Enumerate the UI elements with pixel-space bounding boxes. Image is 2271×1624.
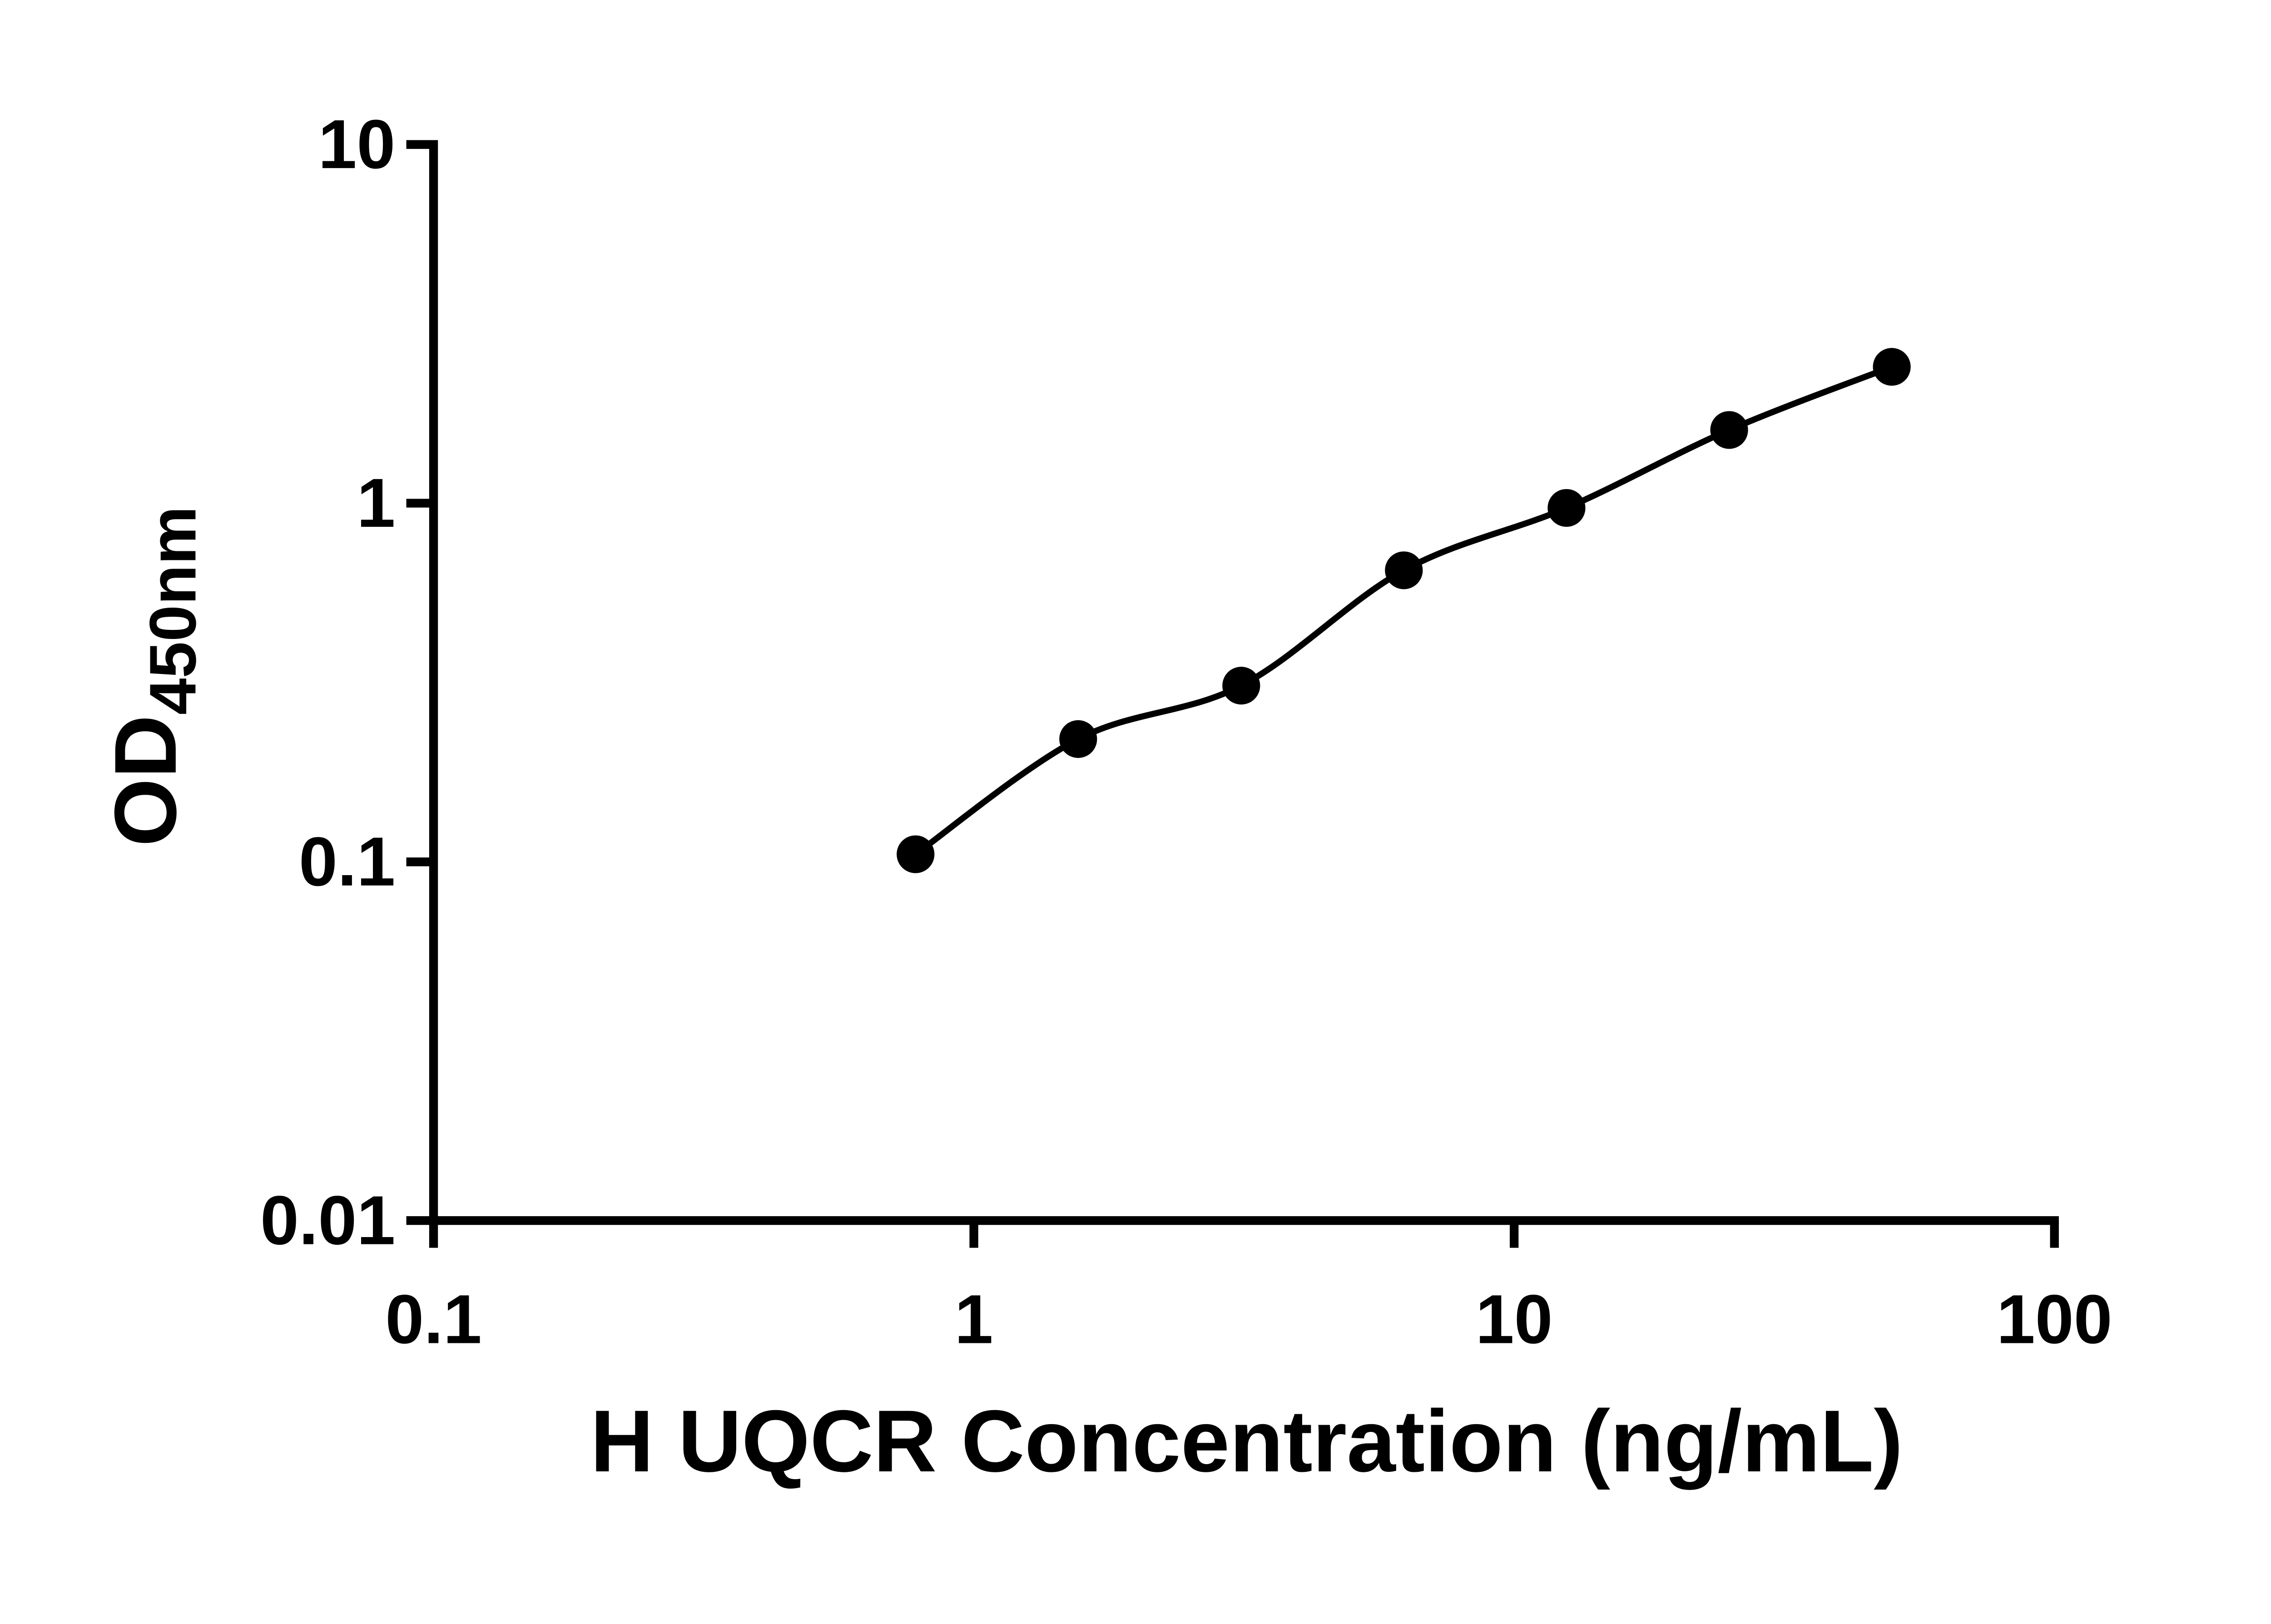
data-point-marker bbox=[1547, 489, 1586, 527]
x-tick-label: 1 bbox=[955, 1281, 993, 1358]
y-axis-title-main: OD bbox=[96, 715, 194, 847]
elisa-standard-curve-figure: 0.1 1 10 100 0.01 0.1 1 10 H UQCR Concentration… bbox=[96, 106, 2112, 1490]
data-point-marker bbox=[897, 835, 935, 873]
x-axis-title: H UQCR Concentration (ng/mL) bbox=[590, 1392, 1903, 1490]
y-tick-label: 0.1 bbox=[299, 823, 395, 901]
y-axis-title-subscript: 450nm bbox=[136, 506, 209, 715]
y-tick-label: 10 bbox=[318, 106, 395, 183]
data-point-marker bbox=[1710, 411, 1748, 449]
y-axis-title: OD450nm bbox=[96, 506, 210, 847]
series-layer bbox=[897, 348, 1911, 873]
axes-layer: 0.1 1 10 100 0.01 0.1 1 10 bbox=[260, 106, 2112, 1358]
y-tick-label: 1 bbox=[357, 465, 395, 542]
data-point-marker bbox=[1873, 348, 1911, 386]
chart-canvas: 0.1 1 10 100 0.01 0.1 1 10 H UQCR Concentration… bbox=[96, 106, 2112, 1490]
x-tick-label: 0.1 bbox=[385, 1281, 481, 1358]
data-point-marker bbox=[1385, 551, 1423, 589]
x-tick-label: 100 bbox=[1997, 1281, 2112, 1358]
fit-curve bbox=[913, 364, 1893, 857]
y-tick-label: 0.01 bbox=[260, 1182, 395, 1259]
x-tick-label: 10 bbox=[1476, 1281, 1553, 1358]
data-point-marker bbox=[1222, 667, 1260, 705]
data-point-marker bbox=[1059, 720, 1097, 758]
